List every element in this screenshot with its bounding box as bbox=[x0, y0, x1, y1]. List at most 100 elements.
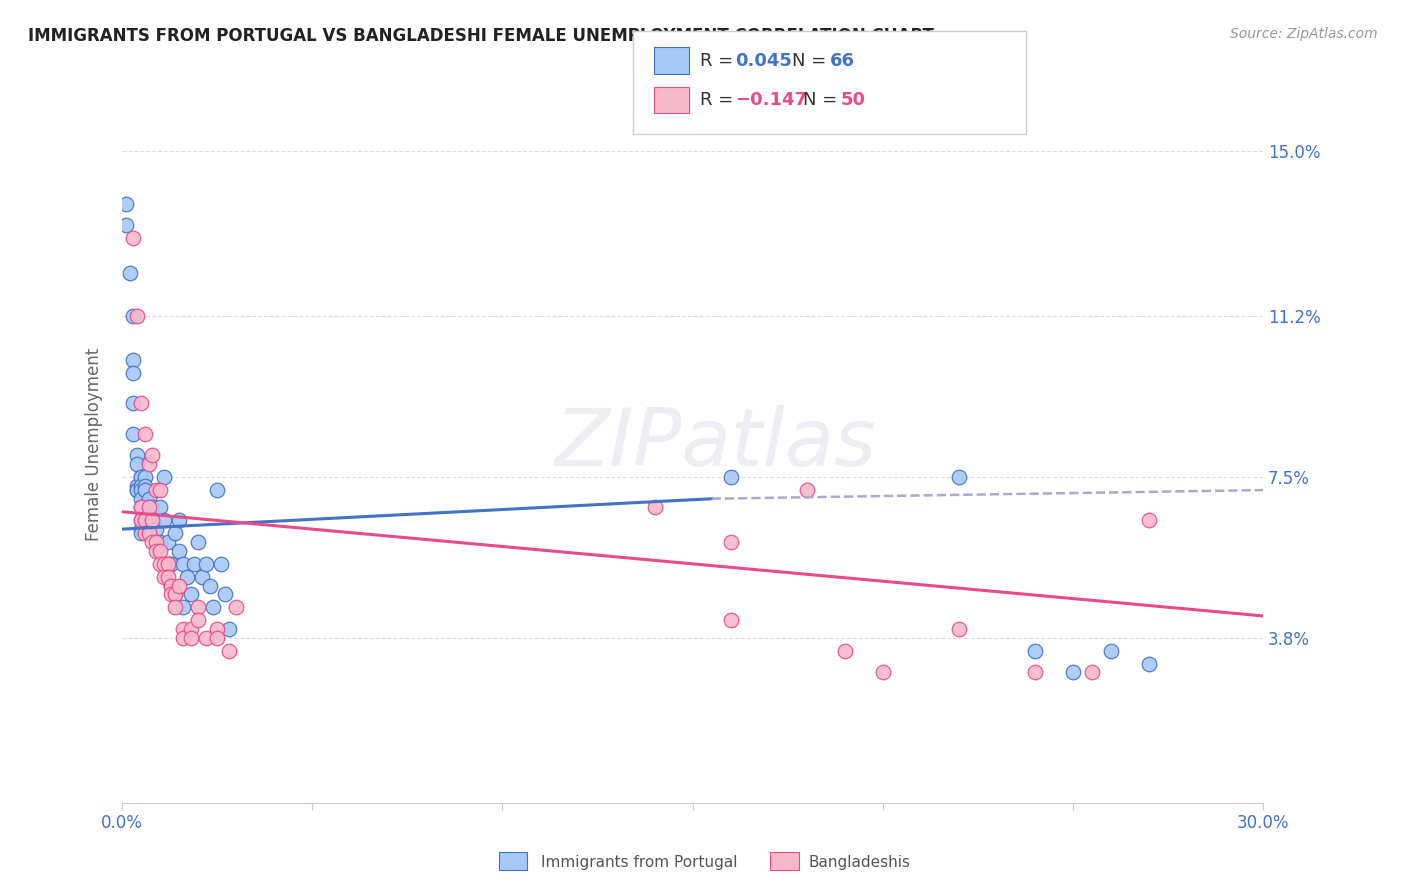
Point bbox=[187, 535, 209, 549]
Point bbox=[160, 578, 183, 592]
Point bbox=[167, 578, 190, 592]
Point bbox=[134, 513, 156, 527]
Text: IMMIGRANTS FROM PORTUGAL VS BANGLADESHI FEMALE UNEMPLOYMENT CORRELATION CHART: IMMIGRANTS FROM PORTUGAL VS BANGLADESHI … bbox=[28, 27, 934, 45]
Point bbox=[149, 500, 172, 515]
Point bbox=[218, 622, 240, 636]
Point bbox=[187, 613, 209, 627]
Text: Bangladeshis: Bangladeshis bbox=[808, 855, 911, 870]
Point bbox=[872, 665, 894, 680]
Point bbox=[141, 448, 163, 462]
Text: −0.147: −0.147 bbox=[735, 91, 807, 109]
Point bbox=[129, 479, 152, 493]
Point bbox=[1099, 643, 1122, 657]
Point bbox=[644, 500, 666, 515]
Point bbox=[156, 557, 179, 571]
Point bbox=[156, 535, 179, 549]
Point bbox=[172, 600, 194, 615]
Point bbox=[167, 513, 190, 527]
Point bbox=[172, 557, 194, 571]
Point bbox=[156, 570, 179, 584]
Text: N =: N = bbox=[792, 52, 831, 70]
Point bbox=[129, 470, 152, 484]
Point bbox=[194, 557, 217, 571]
Point bbox=[1062, 665, 1084, 680]
Text: N =: N = bbox=[803, 91, 842, 109]
Point bbox=[156, 557, 179, 571]
Point bbox=[127, 310, 149, 324]
Point bbox=[720, 470, 742, 484]
Point bbox=[134, 483, 156, 497]
Point bbox=[129, 491, 152, 506]
Point bbox=[225, 600, 247, 615]
Point bbox=[134, 500, 156, 515]
Point bbox=[796, 483, 818, 497]
Point bbox=[205, 622, 228, 636]
Point bbox=[127, 483, 149, 497]
Point bbox=[145, 535, 167, 549]
Point bbox=[149, 544, 172, 558]
Point bbox=[149, 483, 172, 497]
Point bbox=[141, 535, 163, 549]
Point bbox=[127, 483, 149, 497]
Point bbox=[134, 479, 156, 493]
Point bbox=[179, 631, 201, 645]
Point bbox=[138, 500, 160, 515]
Point bbox=[129, 526, 152, 541]
Point bbox=[202, 600, 225, 615]
Point bbox=[1137, 513, 1160, 527]
Point bbox=[153, 570, 176, 584]
Point bbox=[122, 352, 145, 367]
Point bbox=[134, 470, 156, 484]
Point bbox=[153, 557, 176, 571]
Point bbox=[127, 457, 149, 471]
Text: 0.045: 0.045 bbox=[735, 52, 792, 70]
Point bbox=[138, 500, 160, 515]
Point bbox=[129, 470, 152, 484]
Point bbox=[138, 513, 160, 527]
Point bbox=[194, 631, 217, 645]
Point bbox=[149, 535, 172, 549]
Point bbox=[720, 535, 742, 549]
Point bbox=[138, 457, 160, 471]
Point bbox=[214, 587, 236, 601]
Point bbox=[129, 522, 152, 536]
Point bbox=[138, 526, 160, 541]
Point bbox=[134, 526, 156, 541]
Point bbox=[172, 622, 194, 636]
Point bbox=[172, 631, 194, 645]
Point bbox=[183, 557, 205, 571]
Point bbox=[187, 600, 209, 615]
Point bbox=[134, 513, 156, 527]
Text: ZIPatlas: ZIPatlas bbox=[554, 406, 876, 483]
Point bbox=[129, 513, 152, 527]
Text: R =: R = bbox=[700, 52, 740, 70]
Point bbox=[138, 526, 160, 541]
Point bbox=[179, 587, 201, 601]
Point bbox=[149, 557, 172, 571]
Point bbox=[145, 522, 167, 536]
Point bbox=[160, 587, 183, 601]
Point bbox=[153, 470, 176, 484]
Point bbox=[160, 578, 183, 592]
Point bbox=[129, 500, 152, 515]
Point bbox=[948, 622, 970, 636]
Point bbox=[834, 643, 856, 657]
Point bbox=[141, 513, 163, 527]
Point bbox=[948, 470, 970, 484]
Point bbox=[205, 631, 228, 645]
Text: Source: ZipAtlas.com: Source: ZipAtlas.com bbox=[1230, 27, 1378, 41]
Point bbox=[122, 310, 145, 324]
Point bbox=[115, 196, 138, 211]
Point bbox=[127, 448, 149, 462]
Point bbox=[145, 544, 167, 558]
Text: 66: 66 bbox=[830, 52, 855, 70]
Point bbox=[138, 491, 160, 506]
Point bbox=[129, 513, 152, 527]
Point bbox=[720, 613, 742, 627]
Text: 50: 50 bbox=[841, 91, 866, 109]
Point bbox=[165, 587, 187, 601]
Point bbox=[122, 366, 145, 380]
Point bbox=[122, 231, 145, 245]
Point bbox=[1081, 665, 1104, 680]
Point bbox=[145, 483, 167, 497]
